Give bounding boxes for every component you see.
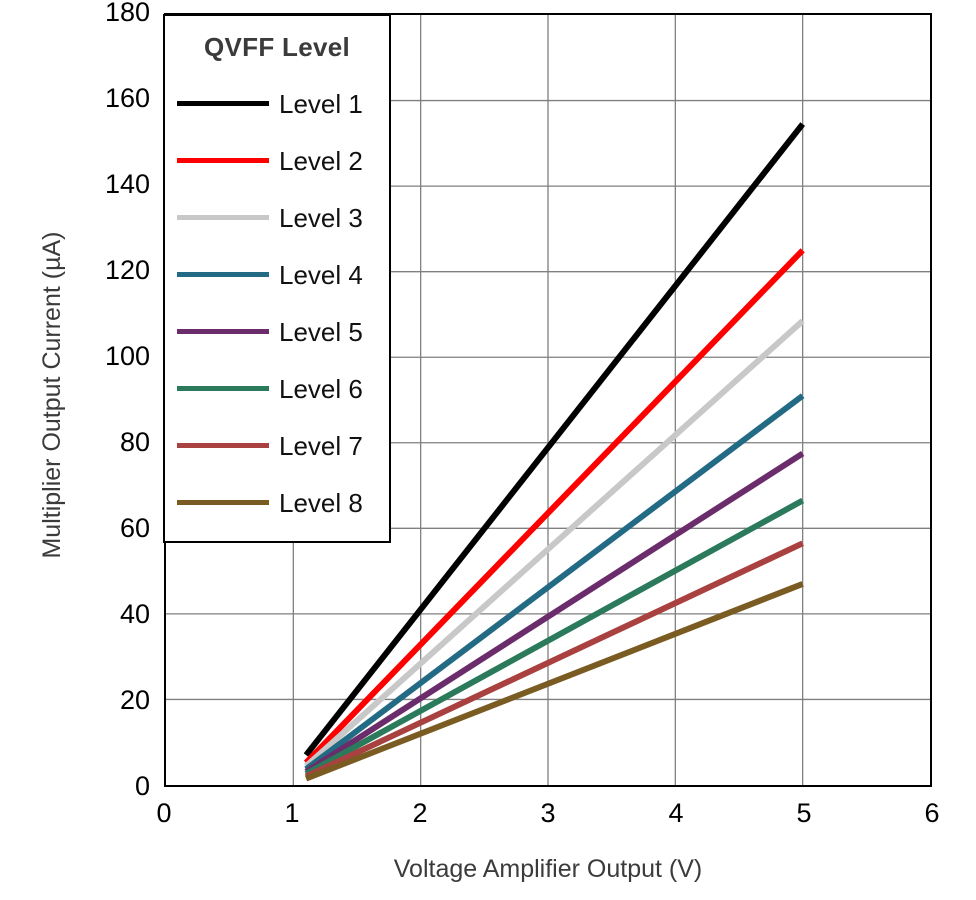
x-tick-label: 1 bbox=[284, 798, 300, 828]
legend-item-label: Level 6 bbox=[279, 373, 363, 404]
y-axis-title: Multiplier Output Current (µA) bbox=[38, 231, 66, 559]
legend-color-swatch bbox=[177, 158, 269, 163]
series-line bbox=[304, 450, 805, 775]
x-tick-label: 6 bbox=[924, 798, 940, 828]
y-tick-label: 160 bbox=[104, 83, 150, 113]
legend-item[interactable]: Level 8 bbox=[165, 474, 389, 531]
legend-color-swatch bbox=[177, 386, 269, 391]
y-tick-label: 60 bbox=[119, 513, 150, 543]
series-line bbox=[304, 540, 804, 780]
legend-item[interactable]: Level 3 bbox=[165, 189, 389, 246]
series-line bbox=[304, 393, 805, 772]
legend-item-label: Level 2 bbox=[279, 145, 363, 176]
legend-color-swatch bbox=[177, 215, 269, 220]
y-tick-label: 0 bbox=[134, 771, 150, 801]
legend-title: QVFF Level bbox=[203, 32, 351, 62]
legend-item-label: Level 3 bbox=[279, 202, 363, 233]
x-tick-label: 0 bbox=[156, 798, 172, 828]
legend-item[interactable]: Level 7 bbox=[165, 417, 389, 474]
legend-item[interactable]: Level 4 bbox=[165, 246, 389, 303]
legend-item-label: Level 7 bbox=[279, 430, 363, 461]
legend-color-swatch bbox=[177, 329, 269, 334]
legend-color-swatch bbox=[177, 272, 269, 277]
y-tick-label: 140 bbox=[104, 169, 150, 199]
series-line bbox=[303, 122, 806, 757]
legend-item-label: Level 5 bbox=[279, 316, 363, 347]
legend-item-label: Level 4 bbox=[279, 259, 363, 290]
y-tick-label: 40 bbox=[119, 599, 150, 629]
legend-items: Level 1 Level 2 Level 3 Level 4 Level 5 Level… bbox=[165, 75, 389, 531]
y-tick-label: 100 bbox=[104, 341, 150, 371]
data-series-group bbox=[303, 122, 806, 782]
legend-color-swatch bbox=[177, 101, 269, 106]
x-tick-label: 4 bbox=[668, 798, 684, 828]
series-line bbox=[304, 497, 805, 777]
y-tick-label: 20 bbox=[119, 685, 150, 715]
x-axis-title: Voltage Amplifier Output (V) bbox=[393, 855, 703, 883]
legend-item-label: Level 1 bbox=[279, 88, 363, 119]
legend-item[interactable]: Level 6 bbox=[165, 360, 389, 417]
legend-color-swatch bbox=[177, 443, 269, 448]
y-tick-label: 180 bbox=[104, 0, 150, 27]
series-line bbox=[304, 581, 804, 782]
y-tick-label: 80 bbox=[119, 427, 150, 457]
legend-item[interactable]: Level 5 bbox=[165, 303, 389, 360]
series-line bbox=[304, 318, 805, 769]
x-tick-label: 2 bbox=[412, 798, 428, 828]
x-tick-label: 5 bbox=[796, 798, 812, 828]
legend-item-label: Level 8 bbox=[279, 487, 363, 518]
legend-color-swatch bbox=[177, 500, 269, 505]
y-tick-label: 120 bbox=[104, 255, 150, 285]
x-tick-label: 3 bbox=[540, 798, 556, 828]
legend-item[interactable]: Level 1 bbox=[165, 75, 389, 132]
series-line bbox=[303, 248, 805, 765]
legend-item[interactable]: Level 2 bbox=[165, 132, 389, 189]
